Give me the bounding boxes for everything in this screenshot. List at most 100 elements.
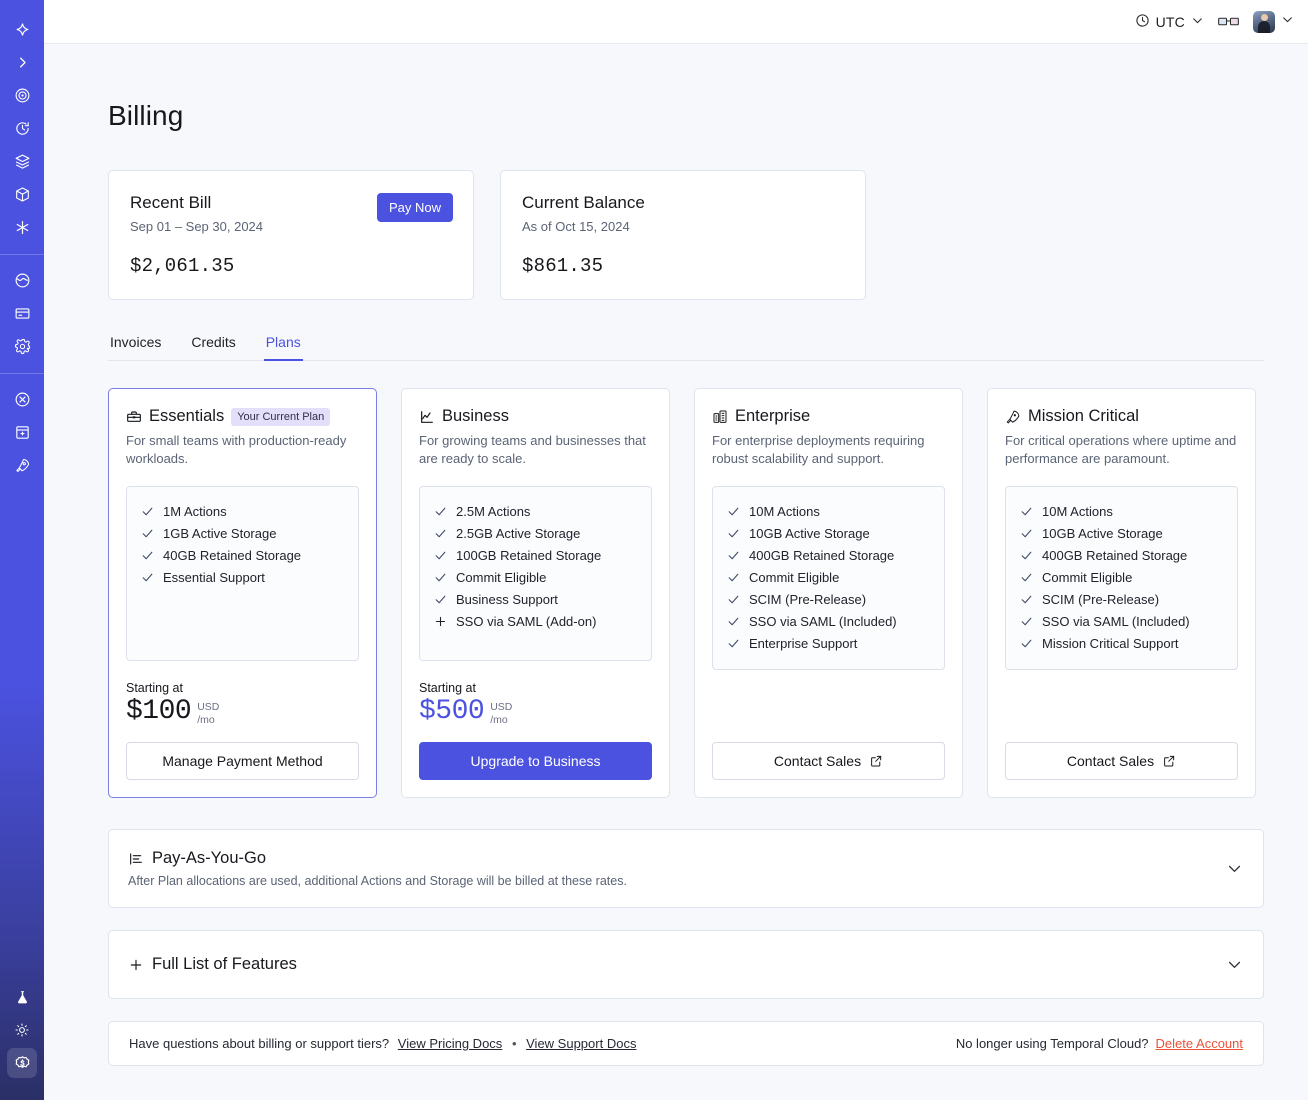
sidebar-item-usage[interactable] (7, 265, 37, 295)
accordion-title-row: Pay-As-You-Go (128, 849, 627, 868)
plan-price: $500 (419, 695, 485, 727)
plan-footer: Contact Sales (712, 727, 945, 781)
pay-now-button[interactable]: Pay Now (376, 193, 453, 222)
sidebar-item-layers[interactable] (7, 146, 37, 176)
sidebar-item-theme[interactable] (7, 1015, 37, 1045)
page-content: Billing Recent Bill Sep 01 – Sep 30, 202… (44, 44, 1308, 1100)
sidebar-item-billing-card[interactable] (7, 298, 37, 328)
view-support-docs-link[interactable]: View Support Docs (526, 1036, 637, 1052)
feature-item: SCIM (Pre-Release) (727, 589, 932, 611)
rocket-icon (1005, 409, 1021, 425)
sidebar-item-namespaces[interactable] (7, 80, 37, 110)
sidebar-item-settings[interactable] (7, 331, 37, 361)
check-icon (727, 505, 740, 518)
feature-label: 10M Actions (1042, 504, 1113, 520)
accordion-pay-as-you-go[interactable]: Pay-As-You-Go After Plan allocations are … (108, 829, 1264, 909)
tab-plans[interactable]: Plans (263, 334, 303, 361)
feature-label: Mission Critical Support (1042, 636, 1179, 652)
plan-action-label: Manage Payment Method (162, 753, 323, 770)
recent-bill-amount: $2,061.35 (130, 255, 235, 277)
chevron-down-icon[interactable] (1226, 860, 1243, 877)
sidebar-item-connectivity[interactable] (7, 212, 37, 242)
feature-label: Business Support (456, 592, 558, 608)
feature-label: SSO via SAML (Included) (749, 614, 897, 630)
plan-feature-list: 1M Actions 1GB Active Storage 40GB Retaine… (126, 485, 359, 661)
feature-item: Commit Eligible (434, 567, 639, 589)
check-icon (141, 571, 154, 584)
price-currency: USD (197, 700, 220, 713)
feature-label: Enterprise Support (749, 636, 858, 652)
feature-item: 1M Actions (141, 501, 346, 523)
check-icon (434, 505, 447, 518)
price-period: /mo (197, 713, 215, 726)
sidebar-item-deployments[interactable] (7, 179, 37, 209)
sidebar-item-history[interactable] (7, 113, 37, 143)
tab-credits[interactable]: Credits (191, 334, 236, 350)
footer-leave-question: No longer using Temporal Cloud? (955, 1036, 1149, 1052)
accordion-left: Full List of Features (128, 955, 297, 974)
check-icon (1020, 549, 1033, 562)
starting-at-label: Starting at (126, 680, 183, 695)
check-icon (1020, 527, 1033, 540)
feature-item: Essential Support (141, 567, 346, 589)
check-icon (1020, 571, 1033, 584)
main-area: UTC Billing (44, 0, 1308, 1100)
timezone-label: UTC (1155, 13, 1185, 30)
sidebar-divider-1 (0, 254, 44, 255)
chevron-down-icon[interactable] (1226, 956, 1243, 973)
plan-name: Business (442, 407, 509, 425)
check-icon (141, 505, 154, 518)
sidebar-item-labs[interactable] (7, 982, 37, 1012)
current-balance-card: Current Balance As of Oct 15, 2024 $861.… (500, 170, 866, 300)
sidebar-item-billing[interactable] (7, 1048, 37, 1078)
check-icon (434, 593, 447, 606)
price-row: $100 USD/mo (126, 696, 359, 727)
feature-item: SCIM (Pre-Release) (1020, 589, 1225, 611)
plan-action-button[interactable]: Contact Sales (1005, 742, 1238, 781)
user-menu[interactable] (1253, 10, 1294, 33)
feature-label: 10GB Active Storage (1042, 526, 1163, 542)
avatar (1253, 10, 1275, 33)
feature-item: Commit Eligible (1020, 567, 1225, 589)
feature-label: Commit Eligible (456, 570, 547, 586)
plan-action-button[interactable]: Contact Sales (712, 742, 945, 781)
current-balance-title: Current Balance (522, 193, 645, 212)
timezone-selector[interactable]: UTC (1135, 13, 1204, 31)
footer-left: Have questions about billing or support … (129, 1036, 636, 1051)
tab-invoices[interactable]: Invoices (110, 334, 162, 350)
plan-description: For enterprise deployments requiring rob… (712, 433, 925, 467)
feature-label: 10GB Active Storage (749, 526, 870, 542)
plan-action-button[interactable]: Manage Payment Method (126, 742, 359, 781)
feature-item: SSO via SAML (Add-on) (434, 611, 639, 633)
feature-item: 400GB Retained Storage (1020, 545, 1225, 567)
feature-label: 400GB Retained Storage (749, 548, 895, 564)
sidebar-item-docs[interactable] (7, 417, 37, 447)
plan-name: Enterprise (735, 407, 811, 425)
check-icon (727, 593, 740, 606)
feature-item: Enterprise Support (727, 633, 932, 655)
top-bar: UTC (44, 0, 1308, 44)
plan-feature-list: 2.5M Actions 2.5GB Active Storage 100GB Re… (419, 485, 652, 661)
delete-account-link[interactable]: Delete Account (1155, 1036, 1243, 1052)
accordion-full-list-of-features[interactable]: Full List of Features (108, 930, 1264, 1000)
accordion-subtitle: After Plan allocations are used, additio… (128, 874, 627, 889)
check-icon (1020, 505, 1033, 518)
billing-tabs: Invoices Credits Plans (108, 334, 1264, 361)
chevron-down-icon (1281, 13, 1294, 31)
glasses-icon[interactable] (1218, 14, 1239, 29)
plan-header: Enterprise (712, 407, 945, 426)
sidebar-item-expand[interactable] (7, 47, 37, 77)
building-icon (712, 409, 728, 425)
sidebar-item-explore[interactable] (7, 384, 37, 414)
plan-action-button[interactable]: Upgrade to Business (419, 742, 652, 781)
feature-item: 10GB Active Storage (1020, 523, 1225, 545)
line-chart-icon (419, 409, 435, 425)
feature-label: SCIM (Pre-Release) (1042, 592, 1160, 608)
view-pricing-docs-link[interactable]: View Pricing Docs (397, 1036, 503, 1052)
feature-item: 100GB Retained Storage (434, 545, 639, 567)
sidebar-item-launch[interactable] (7, 450, 37, 480)
feature-item: SSO via SAML (Included) (1020, 611, 1225, 633)
plan-action-label: Upgrade to Business (470, 753, 601, 770)
sidebar-item-logo[interactable] (7, 14, 37, 44)
plan-header: Business (419, 407, 652, 426)
